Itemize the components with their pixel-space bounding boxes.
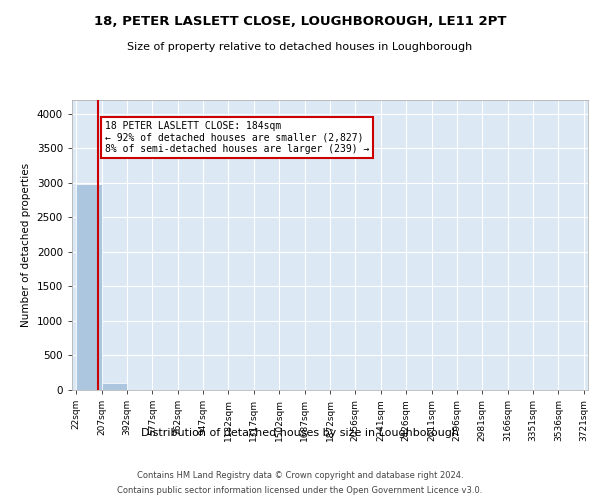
Text: Contains public sector information licensed under the Open Government Licence v3: Contains public sector information licen… (118, 486, 482, 495)
Bar (101, 383, 127, 390)
Text: Size of property relative to detached houses in Loughborough: Size of property relative to detached ho… (127, 42, 473, 52)
Text: 18 PETER LASLETT CLOSE: 184sqm
← 92% of detached houses are smaller (2,827)
8% o: 18 PETER LASLETT CLOSE: 184sqm ← 92% of … (104, 120, 369, 154)
Text: Contains HM Land Registry data © Crown copyright and database right 2024.: Contains HM Land Registry data © Crown c… (137, 471, 463, 480)
Y-axis label: Number of detached properties: Number of detached properties (21, 163, 31, 327)
Text: Distribution of detached houses by size in Loughborough: Distribution of detached houses by size … (141, 428, 459, 438)
Text: 18, PETER LASLETT CLOSE, LOUGHBOROUGH, LE11 2PT: 18, PETER LASLETT CLOSE, LOUGHBOROUGH, L… (94, 15, 506, 28)
Bar (76, 184, 101, 390)
